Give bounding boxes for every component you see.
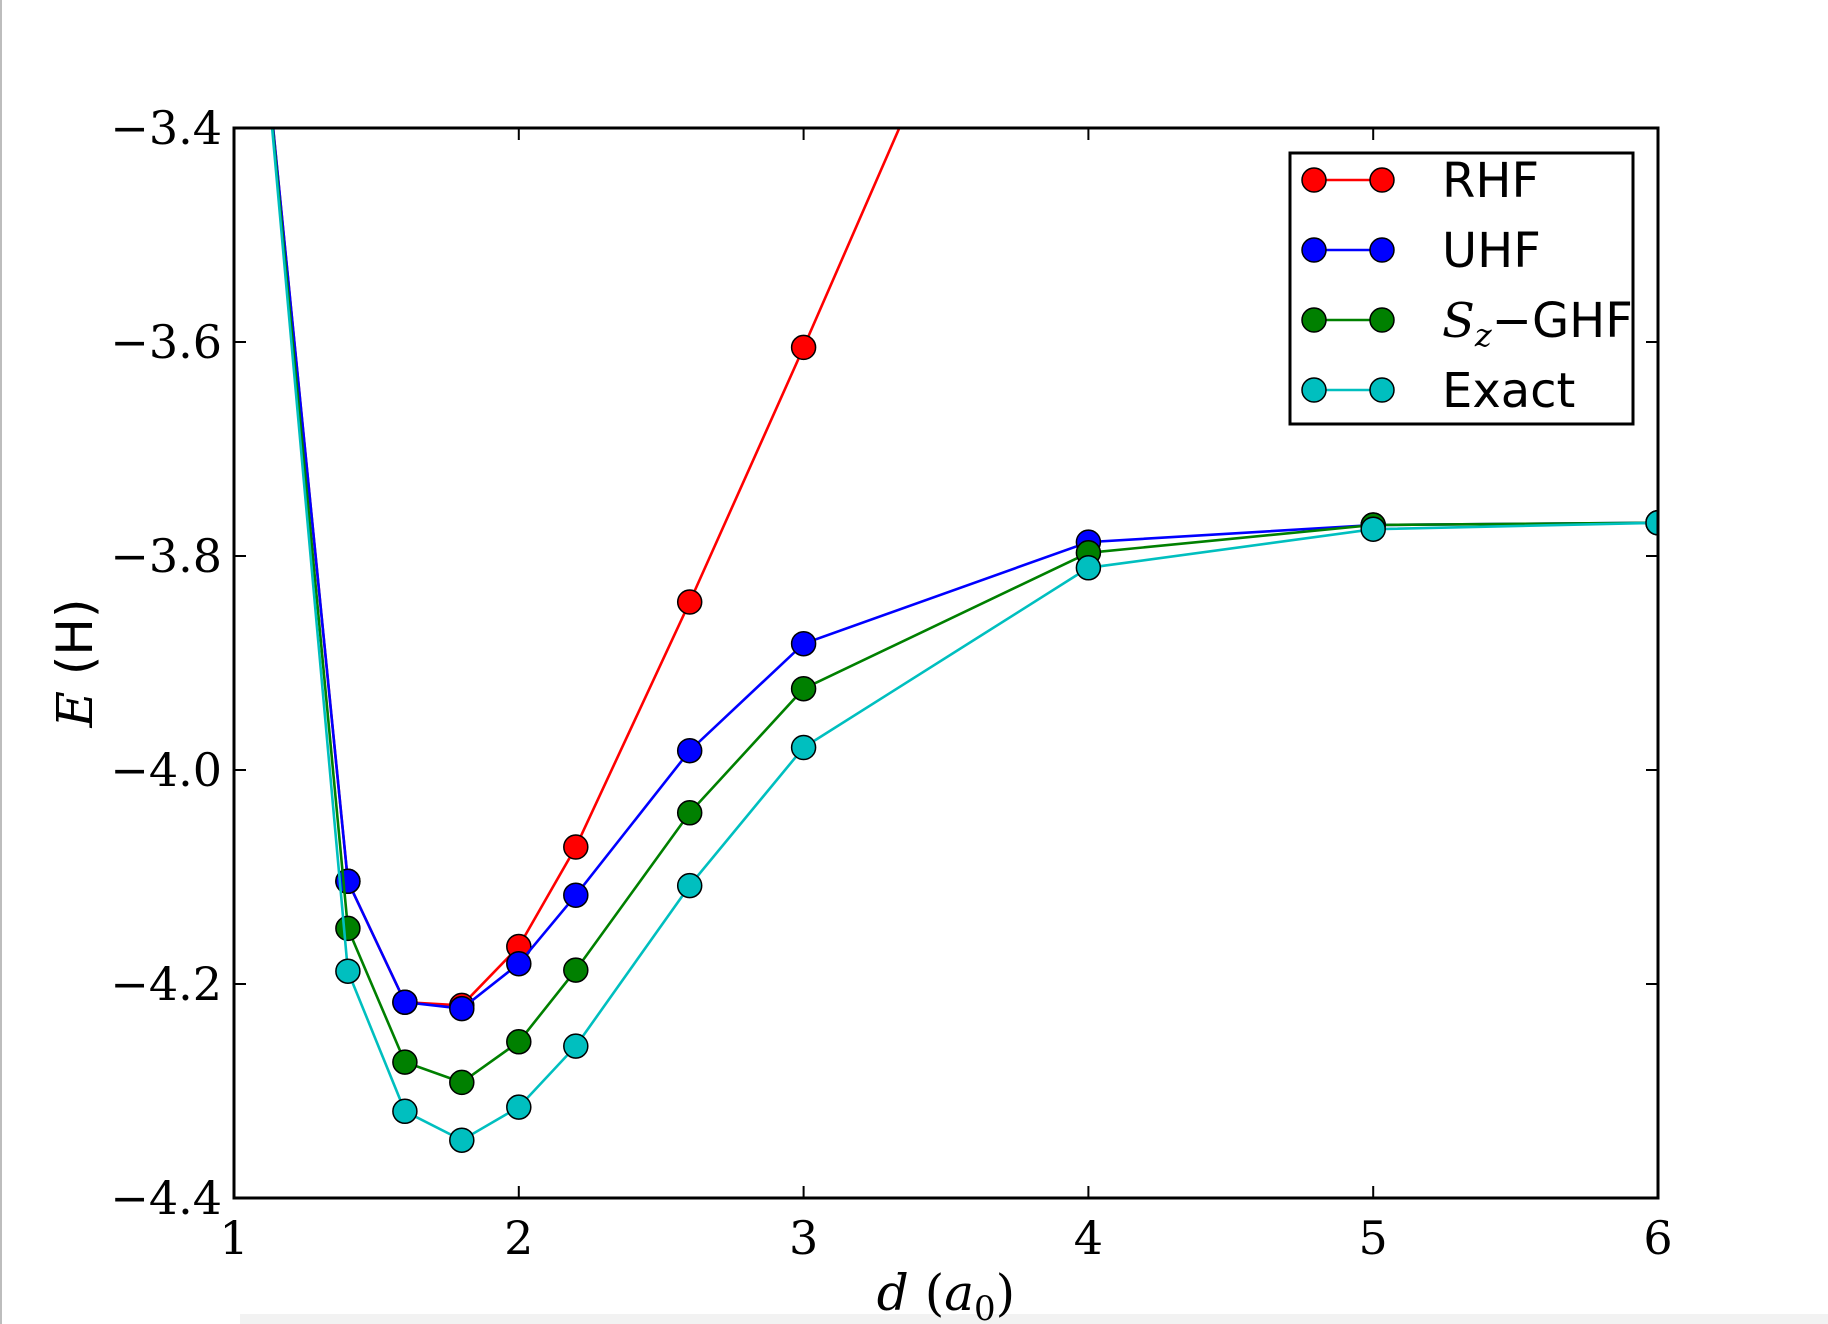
- x-tick-label: 4: [1074, 1211, 1103, 1265]
- data-point-sz-ghf: [335, 915, 361, 942]
- ticks-layer: 1 2 3 4 5 6 −4.4 −4.2 −4.0 −3.8 −3.6 −3.4: [110, 101, 1672, 1265]
- data-point-exact: [790, 734, 817, 761]
- data-point-exact: [676, 872, 703, 899]
- data-point-uhf: [506, 950, 532, 977]
- data-point-exact: [335, 958, 361, 984]
- x-tick-label: 5: [1359, 1211, 1388, 1265]
- data-point-exact: [1645, 510, 1658, 536]
- x-tick-label: 1: [219, 1211, 248, 1265]
- data-point-rhf: [790, 334, 817, 361]
- x-tick-label: 6: [1643, 1211, 1672, 1265]
- data-point-exact: [1075, 555, 1102, 581]
- data-point-uhf: [449, 995, 475, 1022]
- data-point-rhf: [676, 589, 703, 615]
- legend-box: [1288, 151, 1635, 426]
- series-layer: [270, 128, 1658, 1153]
- legend-marker-exact: [1369, 377, 1395, 403]
- y-tick-label: −4.4: [110, 1171, 222, 1225]
- data-point-sz-ghf: [506, 1029, 532, 1055]
- data-point-sz-ghf: [392, 1049, 418, 1075]
- legend: RHF UHF Sz−GHF Exact: [1288, 151, 1635, 426]
- data-point-uhf: [790, 630, 817, 657]
- legend-marker-uhf: [1369, 237, 1395, 263]
- data-point-exact: [506, 1094, 532, 1120]
- plot-frame: [232, 126, 1660, 1200]
- data-point-exact: [563, 1033, 589, 1059]
- legend-marker-exact: [1301, 377, 1327, 403]
- data-point-uhf: [676, 737, 703, 764]
- x-tick-label: 2: [504, 1211, 533, 1265]
- legend-entry-uhf: UHF: [1301, 223, 1541, 279]
- data-point-exact: [1360, 516, 1386, 542]
- data-point-uhf: [563, 882, 589, 908]
- data-point-uhf: [392, 989, 418, 1015]
- legend-label-rhf: RHF: [1442, 153, 1539, 209]
- data-point-exact: [392, 1098, 418, 1125]
- legend-marker-sz-ghf: [1369, 307, 1395, 333]
- window-bottom-strip: [240, 1314, 1828, 1324]
- y-tick-label: −3.8: [110, 529, 222, 583]
- legend-entry-sz-ghf: Sz−GHF: [1301, 293, 1633, 354]
- data-point-sz-ghf: [676, 800, 703, 826]
- legend-marker-rhf: [1301, 167, 1327, 193]
- legend-entry-rhf: RHF: [1301, 153, 1539, 209]
- y-tick-label: −3.6: [110, 315, 222, 369]
- y-axis-label: E (H): [46, 598, 104, 728]
- y-tick-label: −4.2: [110, 957, 222, 1011]
- data-point-exact: [449, 1127, 475, 1153]
- y-tick-label: −4.0: [110, 743, 222, 797]
- legend-marker-sz-ghf: [1301, 307, 1327, 333]
- data-point-sz-ghf: [563, 957, 589, 983]
- legend-entry-exact: Exact: [1301, 363, 1575, 419]
- y-tick-label: −3.4: [110, 101, 222, 155]
- data-point-rhf: [563, 834, 589, 860]
- legend-marker-rhf: [1369, 167, 1395, 193]
- data-point-sz-ghf: [449, 1069, 475, 1096]
- x-tick-label: 3: [789, 1211, 818, 1265]
- legend-label-uhf: UHF: [1442, 223, 1541, 279]
- legend-marker-uhf: [1301, 237, 1327, 263]
- legend-label-exact: Exact: [1442, 363, 1575, 419]
- x-axis-label: d (a0): [877, 1264, 1015, 1324]
- data-point-sz-ghf: [790, 675, 817, 702]
- legend-label-sz-ghf: Sz−GHF: [1442, 293, 1633, 354]
- window-left-border: [0, 0, 2, 1324]
